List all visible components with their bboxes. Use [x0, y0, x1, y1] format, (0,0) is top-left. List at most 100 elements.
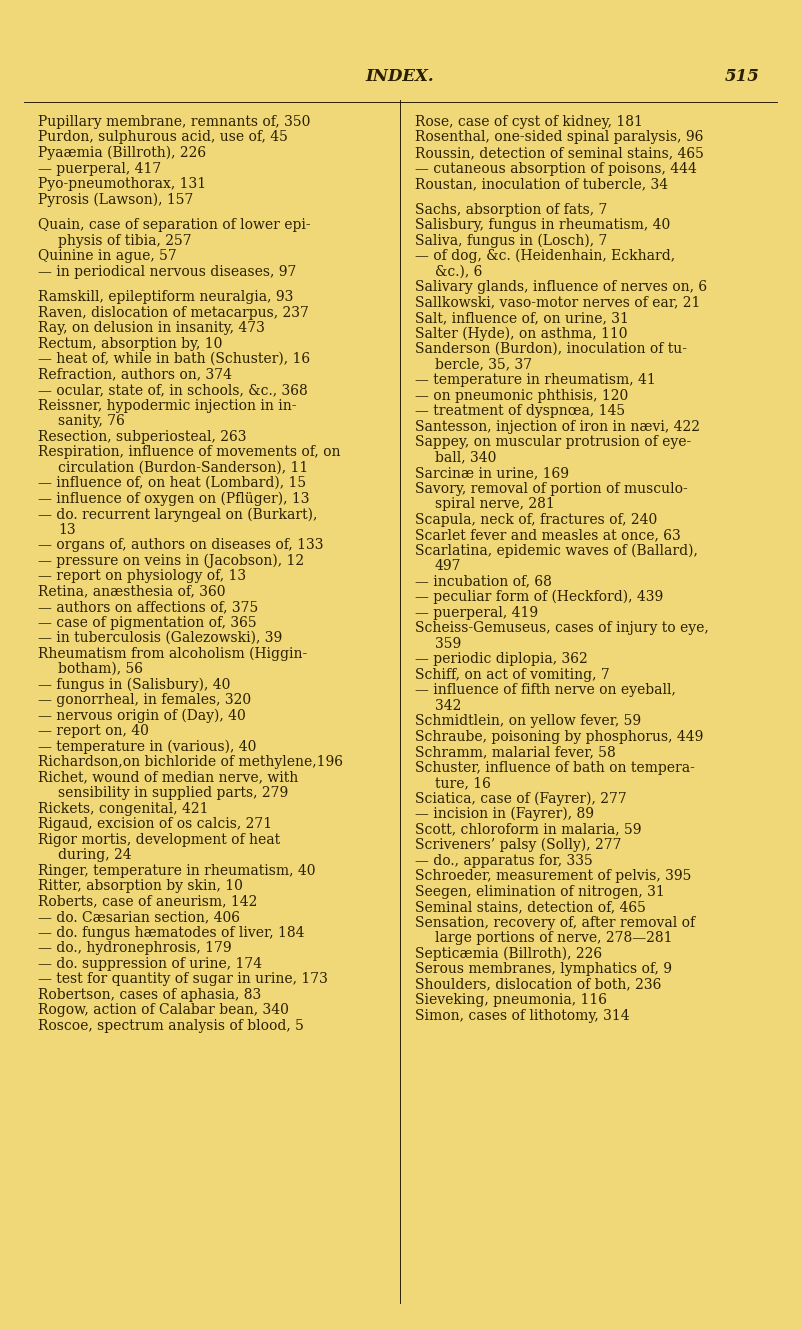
Text: — puerperal, 417: — puerperal, 417	[38, 161, 161, 176]
Text: — temperature in (various), 40: — temperature in (various), 40	[38, 739, 256, 754]
Text: Sachs, absorption of fats, 7: Sachs, absorption of fats, 7	[415, 202, 607, 217]
Text: Sensation, recovery of, after removal of: Sensation, recovery of, after removal of	[415, 915, 695, 930]
Text: &c.), 6: &c.), 6	[435, 265, 482, 278]
Text: Seminal stains, detection of, 465: Seminal stains, detection of, 465	[415, 900, 646, 914]
Text: 497: 497	[435, 559, 461, 573]
Text: — nervous origin of (Day), 40: — nervous origin of (Day), 40	[38, 709, 246, 724]
Text: — incision in (Fayrer), 89: — incision in (Fayrer), 89	[415, 807, 594, 822]
Text: Rogow, action of Calabar bean, 340: Rogow, action of Calabar bean, 340	[38, 1003, 289, 1017]
Text: — temperature in rheumatism, 41: — temperature in rheumatism, 41	[415, 374, 656, 387]
Text: Rickets, congenital, 421: Rickets, congenital, 421	[38, 802, 208, 815]
Text: Salisbury, fungus in rheumatism, 40: Salisbury, fungus in rheumatism, 40	[415, 218, 670, 231]
Text: Schramm, malarial fever, 58: Schramm, malarial fever, 58	[415, 745, 616, 759]
Text: — fungus in (Salisbury), 40: — fungus in (Salisbury), 40	[38, 678, 231, 692]
Text: circulation (Burdon-Sanderson), 11: circulation (Burdon-Sanderson), 11	[58, 460, 308, 475]
Text: Rigaud, excision of os calcis, 271: Rigaud, excision of os calcis, 271	[38, 817, 272, 831]
Text: Serous membranes, lymphatics of, 9: Serous membranes, lymphatics of, 9	[415, 962, 672, 976]
Text: physis of tibia, 257: physis of tibia, 257	[58, 234, 191, 247]
Text: Sarcinæ in urine, 169: Sarcinæ in urine, 169	[415, 465, 569, 480]
Text: Scarlatina, epidemic waves of (Ballard),: Scarlatina, epidemic waves of (Ballard),	[415, 544, 698, 559]
Text: — ocular, state of, in schools, &c., 368: — ocular, state of, in schools, &c., 368	[38, 383, 308, 398]
Text: Robertson, cases of aphasia, 83: Robertson, cases of aphasia, 83	[38, 988, 261, 1001]
Text: — do. recurrent laryngeal on (Burkart),: — do. recurrent laryngeal on (Burkart),	[38, 507, 317, 521]
Text: — in periodical nervous diseases, 97: — in periodical nervous diseases, 97	[38, 265, 296, 278]
Text: sanity, 76: sanity, 76	[58, 414, 125, 428]
Text: Pyrosis (Lawson), 157: Pyrosis (Lawson), 157	[38, 193, 193, 207]
Text: Sappey, on muscular protrusion of eye-: Sappey, on muscular protrusion of eye-	[415, 435, 691, 450]
Text: Ramskill, epileptiform neuralgia, 93: Ramskill, epileptiform neuralgia, 93	[38, 290, 293, 305]
Text: Seegen, elimination of nitrogen, 31: Seegen, elimination of nitrogen, 31	[415, 884, 665, 899]
Text: 342: 342	[435, 698, 461, 713]
Text: Rose, case of cyst of kidney, 181: Rose, case of cyst of kidney, 181	[415, 114, 643, 129]
Text: Schuster, influence of bath on tempera-: Schuster, influence of bath on tempera-	[415, 761, 695, 774]
Text: Schiff, on act of vomiting, 7: Schiff, on act of vomiting, 7	[415, 668, 610, 681]
Text: ball, 340: ball, 340	[435, 451, 497, 464]
Text: Ritter, absorption by skin, 10: Ritter, absorption by skin, 10	[38, 879, 243, 894]
Text: Pupillary membrane, remnants of, 350: Pupillary membrane, remnants of, 350	[38, 114, 310, 129]
Text: Santesson, injection of iron in nævi, 422: Santesson, injection of iron in nævi, 42…	[415, 419, 700, 434]
Text: — do., hydronephrosis, 179: — do., hydronephrosis, 179	[38, 942, 231, 955]
Text: — treatment of dyspnœa, 145: — treatment of dyspnœa, 145	[415, 404, 625, 418]
Text: Roussin, detection of seminal stains, 465: Roussin, detection of seminal stains, 46…	[415, 146, 704, 160]
Text: during, 24: during, 24	[58, 849, 131, 862]
Text: Richardson,on bichloride of methylene,196: Richardson,on bichloride of methylene,19…	[38, 755, 343, 769]
Text: Resection, subperiosteal, 263: Resection, subperiosteal, 263	[38, 430, 247, 444]
Text: Rheumatism from alcoholism (Higgin-: Rheumatism from alcoholism (Higgin-	[38, 646, 308, 661]
Text: Quain, case of separation of lower epi-: Quain, case of separation of lower epi-	[38, 218, 311, 231]
Text: Scheiss-Gemuseus, cases of injury to eye,: Scheiss-Gemuseus, cases of injury to eye…	[415, 621, 709, 636]
Text: Salter (Hyde), on asthma, 110: Salter (Hyde), on asthma, 110	[415, 327, 627, 340]
Text: ture, 16: ture, 16	[435, 777, 491, 790]
Text: — influence of, on heat (Lombard), 15: — influence of, on heat (Lombard), 15	[38, 476, 306, 491]
Text: — organs of, authors on diseases of, 133: — organs of, authors on diseases of, 133	[38, 539, 324, 552]
Text: — do., apparatus for, 335: — do., apparatus for, 335	[415, 854, 593, 867]
Text: — report on, 40: — report on, 40	[38, 724, 149, 738]
Text: Roberts, case of aneurism, 142: Roberts, case of aneurism, 142	[38, 895, 257, 908]
Text: INDEX.: INDEX.	[366, 68, 434, 85]
Text: Scarlet fever and measles at once, 63: Scarlet fever and measles at once, 63	[415, 528, 681, 543]
Text: Savory, removal of portion of musculo-: Savory, removal of portion of musculo-	[415, 481, 688, 496]
Text: — on pneumonic phthisis, 120: — on pneumonic phthisis, 120	[415, 388, 628, 403]
Text: Roscoe, spectrum analysis of blood, 5: Roscoe, spectrum analysis of blood, 5	[38, 1019, 304, 1032]
Text: Scott, chloroform in malaria, 59: Scott, chloroform in malaria, 59	[415, 822, 642, 837]
Text: Simon, cases of lithotomy, 314: Simon, cases of lithotomy, 314	[415, 1008, 630, 1023]
Text: Sallkowski, vaso-motor nerves of ear, 21: Sallkowski, vaso-motor nerves of ear, 21	[415, 295, 700, 310]
Text: Schraube, poisoning by phosphorus, 449: Schraube, poisoning by phosphorus, 449	[415, 730, 703, 743]
Text: — influence of oxygen on (Pflüger), 13: — influence of oxygen on (Pflüger), 13	[38, 492, 309, 505]
Text: — authors on affections of, 375: — authors on affections of, 375	[38, 600, 258, 614]
Text: Pyaæmia (Billroth), 226: Pyaæmia (Billroth), 226	[38, 146, 206, 161]
Text: — in tuberculosis (Galezowski), 39: — in tuberculosis (Galezowski), 39	[38, 632, 282, 645]
Text: Salt, influence of, on urine, 31: Salt, influence of, on urine, 31	[415, 311, 629, 325]
Text: Septicæmia (Billroth), 226: Septicæmia (Billroth), 226	[415, 947, 602, 962]
Text: Reissner, hypodermic injection in in-: Reissner, hypodermic injection in in-	[38, 399, 296, 412]
Text: — case of pigmentation of, 365: — case of pigmentation of, 365	[38, 616, 256, 629]
Text: Raven, dislocation of metacarpus, 237: Raven, dislocation of metacarpus, 237	[38, 306, 309, 319]
Text: — report on physiology of, 13: — report on physiology of, 13	[38, 569, 246, 583]
Text: — periodic diplopia, 362: — periodic diplopia, 362	[415, 652, 588, 666]
Text: Richet, wound of median nerve, with: Richet, wound of median nerve, with	[38, 770, 298, 785]
Text: Sciatica, case of (Fayrer), 277: Sciatica, case of (Fayrer), 277	[415, 791, 626, 806]
Text: — influence of fifth nerve on eyeball,: — influence of fifth nerve on eyeball,	[415, 684, 676, 697]
Text: Scapula, neck of, fractures of, 240: Scapula, neck of, fractures of, 240	[415, 512, 658, 527]
Text: Refraction, authors on, 374: Refraction, authors on, 374	[38, 367, 232, 382]
Text: Salivary glands, influence of nerves on, 6: Salivary glands, influence of nerves on,…	[415, 281, 707, 294]
Text: bercle, 35, 37: bercle, 35, 37	[435, 358, 532, 371]
Text: botham), 56: botham), 56	[58, 662, 143, 676]
Text: Schmidtlein, on yellow fever, 59: Schmidtlein, on yellow fever, 59	[415, 714, 641, 728]
Text: 13: 13	[58, 523, 75, 536]
Text: — of dog, &c. (Heidenhain, Eckhard,: — of dog, &c. (Heidenhain, Eckhard,	[415, 249, 675, 263]
Text: — do. fungus hæmatodes of liver, 184: — do. fungus hæmatodes of liver, 184	[38, 926, 304, 940]
Text: — pressure on veins in (Jacobson), 12: — pressure on veins in (Jacobson), 12	[38, 553, 304, 568]
Text: Rectum, absorption by, 10: Rectum, absorption by, 10	[38, 336, 223, 351]
Text: 359: 359	[435, 637, 461, 650]
Text: sensibility in supplied parts, 279: sensibility in supplied parts, 279	[58, 786, 288, 801]
Text: Schroeder, measurement of pelvis, 395: Schroeder, measurement of pelvis, 395	[415, 868, 691, 883]
Text: — do. suppression of urine, 174: — do. suppression of urine, 174	[38, 956, 262, 971]
Text: Pyo-pneumothorax, 131: Pyo-pneumothorax, 131	[38, 177, 206, 192]
Text: Saliva, fungus in (Losch), 7: Saliva, fungus in (Losch), 7	[415, 234, 607, 247]
Text: — heat of, while in bath (Schuster), 16: — heat of, while in bath (Schuster), 16	[38, 352, 310, 366]
Text: large portions of nerve, 278—281: large portions of nerve, 278—281	[435, 931, 673, 946]
Text: — gonorrheal, in females, 320: — gonorrheal, in females, 320	[38, 693, 252, 708]
Text: — incubation of, 68: — incubation of, 68	[415, 575, 552, 589]
Text: Roustan, inoculation of tubercle, 34: Roustan, inoculation of tubercle, 34	[415, 177, 668, 192]
Text: Rosenthal, one-sided spinal paralysis, 96: Rosenthal, one-sided spinal paralysis, 9…	[415, 130, 703, 145]
